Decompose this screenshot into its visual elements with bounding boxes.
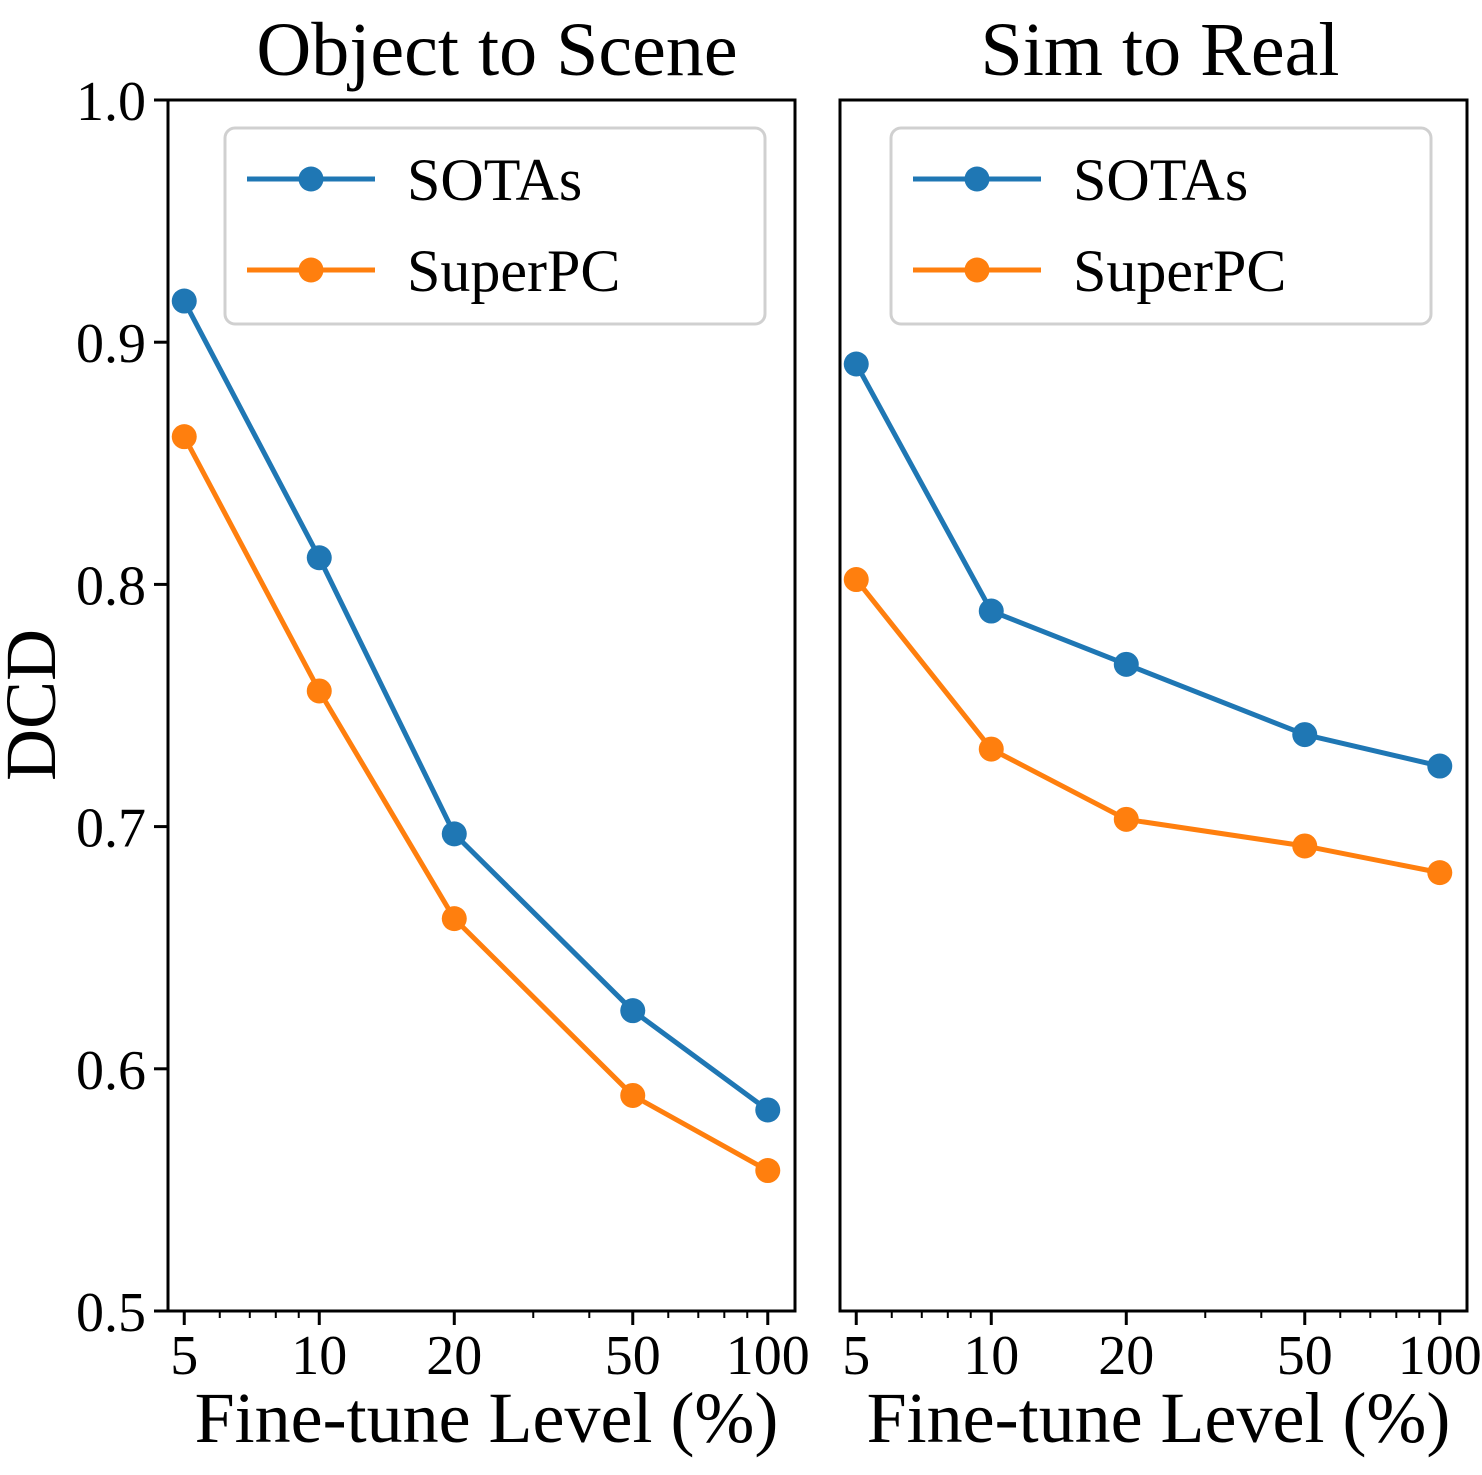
data-point-sotas <box>1292 722 1318 748</box>
data-point-sotas <box>1113 651 1139 677</box>
legend-label-superpc: SuperPC <box>1073 238 1286 304</box>
series-line-sotas <box>854 362 1441 769</box>
legend-label-sotas: SOTAs <box>407 147 582 213</box>
data-point-sotas <box>620 998 646 1024</box>
data-point-superpc <box>620 1082 646 1108</box>
data-point-sotas <box>843 351 869 377</box>
chart-title: Object to Scene <box>256 8 737 92</box>
data-point-sotas <box>1427 753 1453 779</box>
legend-label-superpc: SuperPC <box>407 238 620 304</box>
series-line-sotas <box>182 299 770 1112</box>
x-tick-label: 5 <box>842 1325 870 1387</box>
plot-frame <box>838 98 1469 1313</box>
data-point-superpc <box>171 424 197 450</box>
y-tick-label: 0.6 <box>76 1040 146 1102</box>
panel-object-to-scene: Object to Scene 5 10 20 50 100 0.5 0.6 0.7 0.8 0.9… <box>76 8 810 1458</box>
plot-frame <box>166 98 797 1313</box>
data-point-sotas <box>306 545 332 571</box>
legend-marker-superpc <box>298 257 324 283</box>
x-tick-label: 5 <box>170 1325 198 1387</box>
x-tick-label: 100 <box>726 1325 810 1387</box>
x-tick-label: 50 <box>1277 1325 1333 1387</box>
y-tick-label: 0.9 <box>76 313 146 375</box>
data-point-sotas <box>441 821 467 847</box>
data-point-superpc <box>755 1158 781 1184</box>
legend: SOTAs SuperPC <box>223 126 767 326</box>
data-point-superpc <box>843 567 869 593</box>
legend-marker-sotas <box>298 166 324 192</box>
series-line-superpc <box>854 577 1441 876</box>
data-point-sotas <box>755 1097 781 1123</box>
legend: SOTAs SuperPC <box>889 126 1433 326</box>
data-point-superpc <box>1427 860 1453 886</box>
x-axis-label: Fine-tune Level (%) <box>195 1378 779 1458</box>
y-tick-label: 1.0 <box>76 71 146 133</box>
x-tick-label: 10 <box>963 1325 1019 1387</box>
data-point-superpc <box>978 736 1004 762</box>
y-tick-label: 0.5 <box>76 1282 146 1344</box>
x-tick-label: 50 <box>605 1325 661 1387</box>
x-tick-label: 10 <box>291 1325 347 1387</box>
data-point-superpc <box>441 906 467 932</box>
data-point-sotas <box>978 598 1004 624</box>
x-tick-label: 20 <box>426 1325 482 1387</box>
data-point-superpc <box>1113 806 1139 832</box>
chart-title: Sim to Real <box>981 8 1340 92</box>
data-point-superpc <box>306 678 332 704</box>
x-axis-label: Fine-tune Level (%) <box>867 1378 1451 1458</box>
legend-marker-sotas <box>964 166 990 192</box>
x-tick-label: 20 <box>1098 1325 1154 1387</box>
data-point-sotas <box>171 288 197 314</box>
series-line-superpc <box>182 435 769 1173</box>
y-axis-label: DCD <box>0 629 71 781</box>
y-tick-label: 0.7 <box>76 798 146 860</box>
x-tick-label: 100 <box>1398 1325 1482 1387</box>
data-point-superpc <box>1292 833 1318 859</box>
legend-label-sotas: SOTAs <box>1073 147 1248 213</box>
y-tick-label: 0.8 <box>76 555 146 617</box>
legend-marker-superpc <box>964 257 990 283</box>
